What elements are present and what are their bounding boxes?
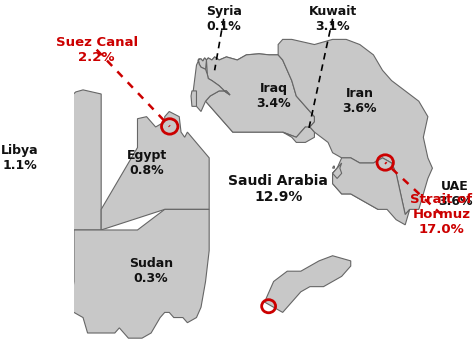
Polygon shape <box>283 127 314 142</box>
Text: Egypt
0.8%: Egypt 0.8% <box>127 149 167 177</box>
Polygon shape <box>333 163 383 209</box>
Text: Kuwait
3.1%: Kuwait 3.1% <box>309 5 357 33</box>
Polygon shape <box>333 158 410 225</box>
Polygon shape <box>198 54 259 95</box>
Text: Syria
0.1%: Syria 0.1% <box>206 5 242 33</box>
Text: Saudi Arabia
12.9%: Saudi Arabia 12.9% <box>228 174 328 204</box>
Polygon shape <box>206 54 314 137</box>
Polygon shape <box>278 39 432 214</box>
Polygon shape <box>198 54 314 137</box>
Text: Sudan
0.3%: Sudan 0.3% <box>129 257 173 285</box>
Polygon shape <box>191 91 196 106</box>
Polygon shape <box>101 111 209 230</box>
Polygon shape <box>264 256 351 312</box>
Text: Iran
3.6%: Iran 3.6% <box>343 87 377 115</box>
Text: Suez Canal
2.2%: Suez Canal 2.2% <box>55 36 138 64</box>
Polygon shape <box>69 209 209 338</box>
Polygon shape <box>333 163 342 179</box>
Polygon shape <box>0 90 101 230</box>
Polygon shape <box>333 166 335 168</box>
Text: Strait of
Hormuz
17.0%: Strait of Hormuz 17.0% <box>410 193 473 236</box>
Text: Libya
1.1%: Libya 1.1% <box>0 144 38 172</box>
Text: Iraq
3.4%: Iraq 3.4% <box>256 82 291 110</box>
Polygon shape <box>192 59 230 111</box>
Text: UAE
3.6%: UAE 3.6% <box>438 180 473 208</box>
